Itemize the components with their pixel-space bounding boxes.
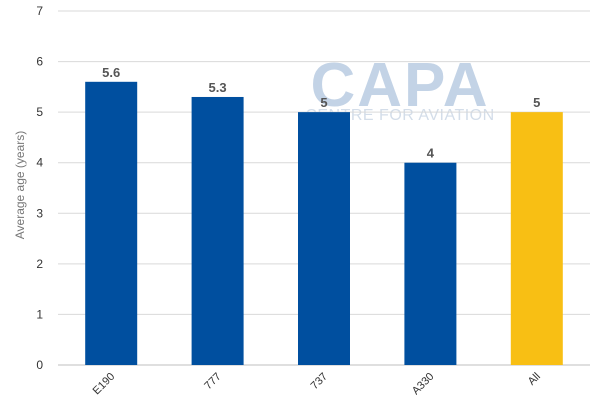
x-tick-label: All bbox=[526, 371, 543, 388]
data-label-e190: 5.6 bbox=[102, 65, 120, 80]
watermark-logo-text: CAPA bbox=[310, 51, 489, 120]
bar-777 bbox=[191, 96, 244, 365]
x-axis-ticks: E190 777 737 A330 All bbox=[91, 371, 543, 398]
x-tick-label: A330 bbox=[410, 371, 437, 398]
capa-watermark-logo: CAPA CENTRE FOR AVIATION bbox=[305, 51, 494, 124]
bar-all bbox=[510, 112, 563, 366]
x-tick-label: E190 bbox=[91, 371, 118, 398]
y-tick-label: 5 bbox=[36, 105, 43, 119]
data-label-737: 5 bbox=[320, 95, 327, 110]
x-tick-label: 777 bbox=[202, 371, 223, 392]
bar-e190 bbox=[85, 81, 138, 366]
data-label-all: 5 bbox=[533, 95, 540, 110]
data-label-777: 5.3 bbox=[209, 80, 227, 95]
data-labels: 5.6 5.3 5 4 5 bbox=[102, 65, 540, 161]
y-tick-label: 6 bbox=[36, 55, 43, 69]
y-tick-label: 4 bbox=[36, 156, 43, 170]
y-tick-label: 0 bbox=[36, 358, 43, 372]
x-tick-label: 737 bbox=[309, 371, 330, 392]
bars bbox=[85, 81, 563, 366]
y-tick-label: 3 bbox=[36, 206, 43, 220]
y-axis-ticks: 0 1 2 3 4 5 6 7 bbox=[36, 4, 43, 372]
watermark-subtitle-text: CENTRE FOR AVIATION bbox=[305, 107, 494, 124]
y-axis-title: Average age (years) bbox=[13, 131, 27, 240]
data-label-a330: 4 bbox=[427, 146, 435, 161]
y-tick-label: 1 bbox=[36, 307, 43, 321]
bar-737 bbox=[298, 112, 350, 366]
y-tick-label: 2 bbox=[36, 257, 43, 271]
bar-a330 bbox=[404, 162, 457, 365]
y-tick-label: 7 bbox=[36, 4, 43, 18]
